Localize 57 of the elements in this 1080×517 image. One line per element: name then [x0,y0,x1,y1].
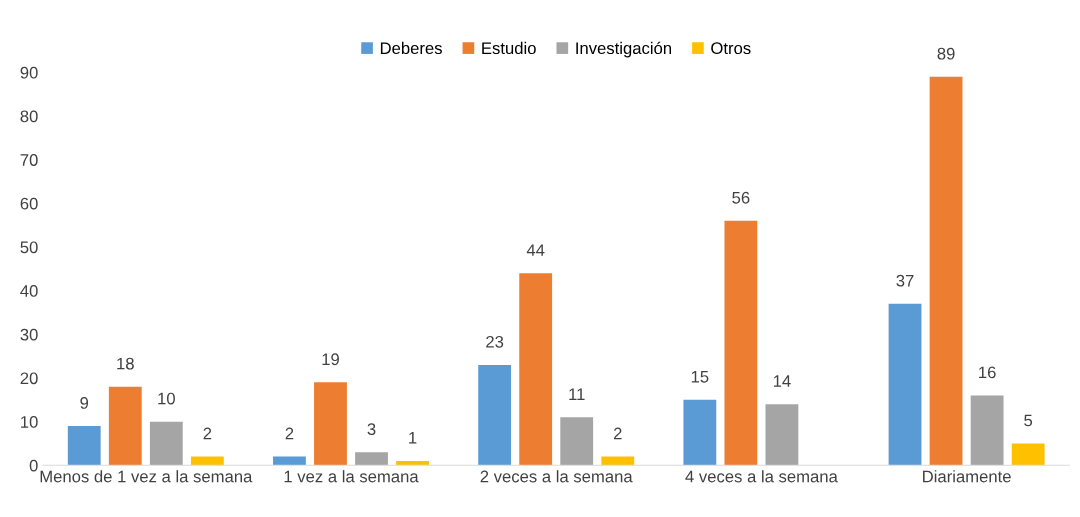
data-label: 2 [285,427,294,440]
bar [67,426,101,466]
y-tick-label: 90 [20,66,38,79]
data-label: 56 [732,191,750,204]
legend-label: Deberes [380,41,442,55]
data-label: 10 [158,392,175,405]
bar [273,456,306,466]
data-label: 11 [569,388,585,400]
data-label: 15 [691,371,709,383]
bar [519,273,553,466]
y-tick-label: 70 [20,154,38,166]
y-tick-label: 0 [29,459,38,472]
legend-label: Otros [711,42,751,55]
bar [1011,443,1045,466]
y-tick-label: 30 [20,328,38,341]
bar [478,364,512,466]
x-tick-label: 1 vez a la semana [284,470,419,483]
x-tick-label: 2 veces a la semana [480,470,633,483]
data-label: 19 [322,353,339,366]
data-label: 5 [1024,414,1033,427]
bar [149,421,183,466]
y-tick-label: 10 [21,416,38,428]
bar [683,399,717,466]
bar [560,417,594,466]
bar [724,220,758,466]
data-label: 1 [409,432,417,444]
bar [190,456,224,466]
data-label: 9 [80,397,89,409]
bar [108,386,142,466]
data-label: 23 [486,335,504,348]
bar [970,395,1004,466]
data-label: 3 [367,423,376,436]
y-tick-label: 50 [20,241,38,254]
x-tick-label: Diariamente [923,470,1011,483]
data-label: 2 [613,427,622,440]
legend-label: Investigación [576,41,672,58]
bar [888,303,922,466]
data-label: 18 [117,357,134,370]
data-label: 37 [896,274,914,287]
x-tick-label: 4 veces a la semana [685,470,838,483]
y-tick-label: 60 [20,197,38,210]
y-tick-label: 20 [20,372,38,385]
data-label: 2 [203,427,212,440]
y-tick-label: 80 [20,110,38,123]
data-label: 14 [773,375,791,387]
bar [929,76,963,466]
bar [314,382,347,466]
bar [355,452,388,466]
data-label: 44 [526,244,545,256]
bar [765,404,799,466]
data-label: 89 [937,47,955,60]
y-tick-label: 40 [20,285,38,297]
x-tick-label: Menos de 1 vez a la semana [40,470,253,483]
bar [396,460,429,466]
bar [601,456,635,466]
data-label: 16 [979,366,996,379]
legend-label: Estudio [482,41,536,55]
